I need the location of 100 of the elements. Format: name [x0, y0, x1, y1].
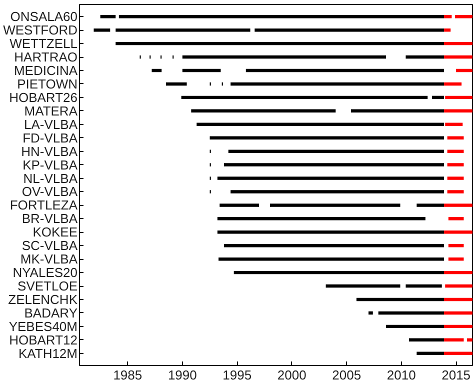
bar [447, 163, 464, 166]
x-tick-label: 2015 [442, 368, 471, 382]
bar [118, 15, 444, 18]
bar [224, 244, 444, 248]
bar [196, 122, 444, 126]
y-tick-label: KATH12M [18, 346, 78, 361]
y-tick-label: ZELENCHK [8, 292, 78, 307]
bar [116, 42, 444, 46]
y-tick-label: KP-VLBA [22, 157, 78, 172]
bar [467, 338, 472, 342]
y-tick-label: MK-VLBA [20, 252, 78, 267]
bar [445, 284, 472, 288]
bar [444, 42, 472, 46]
bar [444, 15, 452, 18]
x-tick-label: 2010 [386, 368, 416, 382]
bar [254, 28, 444, 32]
bar [454, 15, 472, 18]
bar [218, 257, 444, 261]
y-tick-label: SC-VLBA [22, 238, 78, 254]
y-tick-label: NYALES20 [12, 265, 78, 280]
y-tick-label: KOKEE [32, 224, 78, 240]
y-tick-label: PIETOWN [17, 76, 78, 92]
y-tick-label: BR-VLBA [22, 211, 78, 226]
y-tick-label: HOBART12 [9, 332, 78, 348]
bar [356, 298, 444, 302]
y-tick-label: YEBES40M [8, 318, 78, 334]
bar [444, 55, 472, 59]
bar [432, 96, 444, 100]
bar [326, 284, 400, 288]
y-tick-label: LA-VLBA [24, 116, 78, 132]
bar [444, 204, 472, 207]
bar [456, 68, 472, 72]
bar [444, 270, 472, 274]
y-tick-label: FORTLEZA [10, 198, 78, 213]
bar [234, 270, 444, 274]
bar [368, 311, 373, 315]
bar [447, 136, 464, 140]
bar [448, 257, 464, 261]
y-tick-label: WETTZELL [10, 36, 78, 52]
bar [416, 352, 444, 355]
bar [182, 55, 386, 59]
x-tick-label: 2005 [332, 368, 362, 382]
bar [445, 96, 472, 100]
bar [445, 122, 463, 126]
y-tick-label: NL-VLBA [23, 170, 78, 186]
y-tick-label: FD-VLBA [22, 130, 78, 146]
bar [448, 217, 464, 220]
bar [447, 150, 464, 153]
bar [228, 150, 444, 153]
y-tick-label: SVETLOE [18, 278, 78, 294]
bar [444, 352, 472, 355]
bar [220, 204, 260, 207]
bar [182, 68, 221, 72]
bar [386, 324, 444, 328]
bar [152, 68, 162, 72]
bar [444, 298, 472, 302]
bar [444, 230, 472, 234]
bar [444, 311, 472, 315]
bar [448, 244, 464, 248]
bar [350, 109, 444, 113]
bar [406, 284, 442, 288]
bar [181, 96, 428, 100]
bar [224, 163, 444, 166]
bar [217, 230, 444, 234]
bar [116, 28, 250, 32]
bar [230, 82, 444, 86]
y-tick-label: MATERA [24, 103, 78, 118]
bar [444, 28, 451, 32]
x-tick-label: 1995 [222, 368, 252, 382]
bar [444, 338, 464, 342]
y-tick-label: HOBART26 [9, 90, 78, 105]
x-tick-label: 1985 [113, 368, 142, 382]
bar [166, 82, 187, 86]
bar [444, 82, 462, 86]
bar [270, 204, 400, 207]
bar [246, 68, 444, 72]
bar [210, 136, 444, 140]
bar [406, 55, 444, 59]
bar [378, 311, 444, 315]
bar [94, 28, 110, 32]
x-tick-label: 1990 [168, 368, 197, 382]
y-tick-label: MEDICINA [14, 63, 78, 78]
y-tick-label: WESTFORD [3, 22, 78, 38]
bar [191, 109, 336, 113]
y-tick-label: BADARY [24, 305, 78, 320]
bar [409, 338, 444, 342]
bar [217, 176, 444, 180]
bar [217, 217, 426, 220]
bar [447, 176, 464, 180]
x-tick-label: 2000 [277, 368, 306, 382]
bar [230, 190, 444, 194]
y-tick-label: HARTRAO [14, 50, 78, 65]
bar [100, 15, 116, 18]
bar [416, 204, 444, 207]
y-tick-label: ONSALA60 [10, 9, 78, 24]
bar [447, 190, 464, 194]
bar [444, 324, 472, 328]
bar [444, 109, 472, 113]
y-tick-label: HN-VLBA [21, 144, 78, 159]
y-tick-label: OV-VLBA [22, 184, 78, 200]
